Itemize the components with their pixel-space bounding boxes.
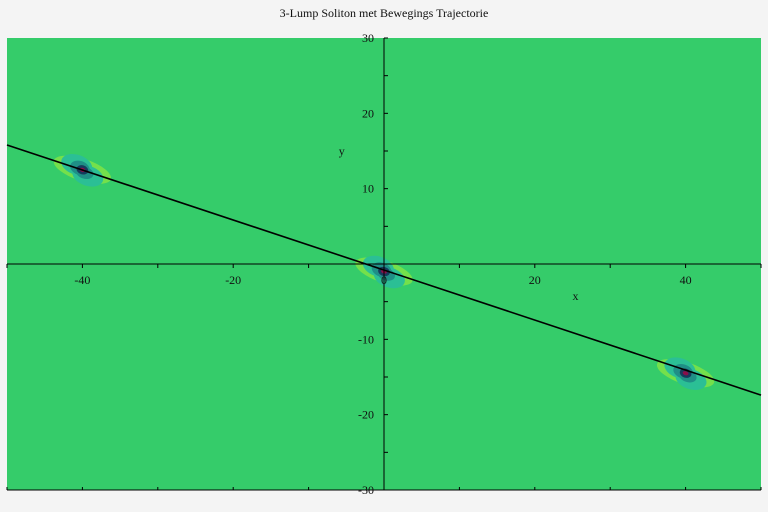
lump-core xyxy=(682,371,689,376)
x-tick-label: -20 xyxy=(225,273,241,287)
axes xyxy=(6,37,762,491)
chart-title: 3-Lump Soliton met Bewegings Trajectorie xyxy=(279,6,489,20)
y-tick-label: 30 xyxy=(362,31,374,45)
x-tick-label: 20 xyxy=(529,273,541,287)
tick-labels: -40 -20 0 20 40 -30 -20 -10 10 20 30 xyxy=(74,31,691,497)
y-tick-label: -10 xyxy=(358,332,374,346)
x-tick-label: 40 xyxy=(680,273,692,287)
y-tick-label: 10 xyxy=(362,182,374,196)
x-tick-label: -40 xyxy=(74,273,90,287)
x-axis-label: x xyxy=(573,289,579,303)
y-tick-label: -30 xyxy=(358,483,374,497)
x-tick-label: 0 xyxy=(381,273,387,287)
y-tick-label: -20 xyxy=(358,408,374,422)
y-tick-label: 20 xyxy=(362,106,374,120)
y-axis-label: y xyxy=(339,144,345,158)
